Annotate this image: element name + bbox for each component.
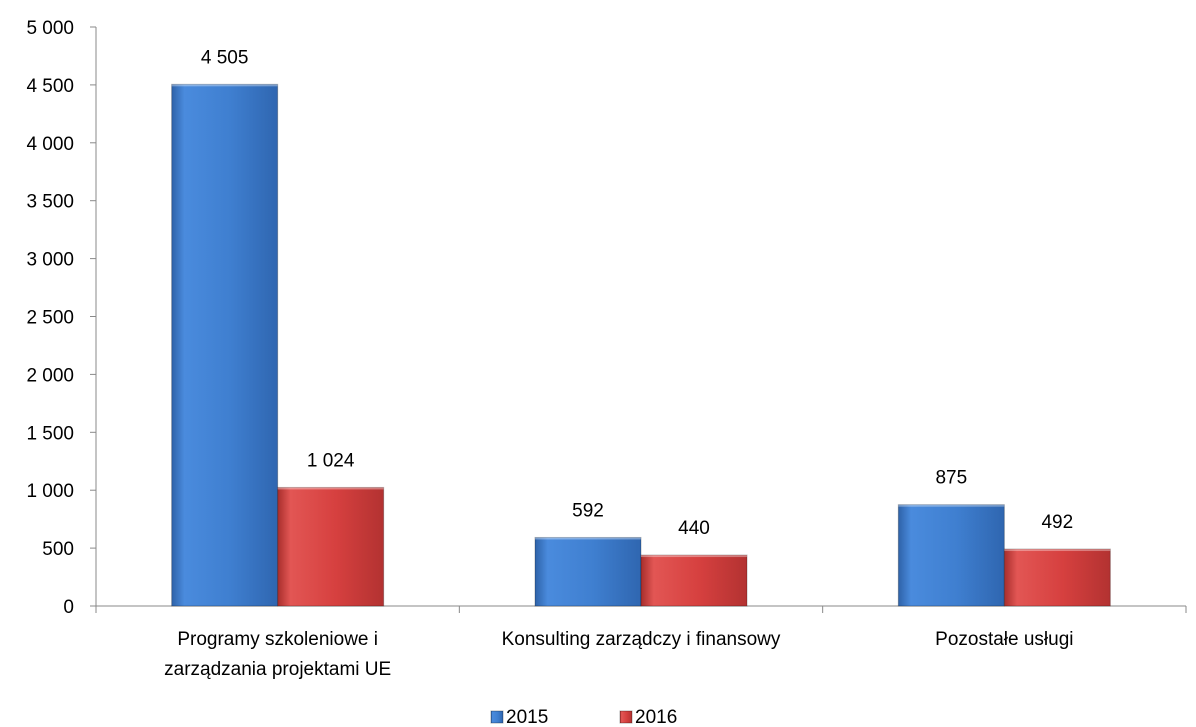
bar-2016-2 <box>1003 548 1111 607</box>
legend-label-2016: 2016 <box>635 707 677 727</box>
bar-highlight <box>171 84 278 87</box>
y-tick-label: 5 000 <box>26 18 74 39</box>
data-label: 1 024 <box>307 450 355 471</box>
x-category-label: Konsulting zarządczy i finansowy <box>502 629 781 650</box>
bar-2015-2 <box>897 504 1005 607</box>
bars <box>171 83 1111 607</box>
x-category-label: Programy szkoleniowe i <box>177 629 378 650</box>
y-tick-label: 1 000 <box>26 481 74 502</box>
x-category-label: zarządzania projektami UE <box>164 659 391 680</box>
legend-swatch-2016 <box>619 710 633 724</box>
y-tick-label: 4 500 <box>26 76 74 97</box>
legend-swatch-2015 <box>490 710 504 724</box>
legend-label-2015: 2015 <box>506 707 548 727</box>
y-tick-label: 1 500 <box>26 423 74 444</box>
y-tick-label: 0 <box>63 597 74 618</box>
bar-highlight <box>1004 549 1111 552</box>
legend: 2015 2016 <box>490 707 677 727</box>
y-tick-label: 2 500 <box>26 308 74 329</box>
x-category-label: Pozostałe usługi <box>935 629 1073 650</box>
bar-highlight <box>898 504 1005 507</box>
y-tick-label: 3 500 <box>26 192 74 213</box>
bar-highlight <box>277 487 384 490</box>
bar-2016-1 <box>640 554 748 607</box>
data-label: 875 <box>935 468 967 489</box>
data-label: 592 <box>572 500 604 521</box>
bar-2016-0 <box>277 486 385 607</box>
y-tick-label: 500 <box>42 539 74 560</box>
data-labels: 4 505 1 024 592 440 875 492 <box>201 47 1073 539</box>
data-label: 4 505 <box>201 47 249 68</box>
bar-highlight <box>641 555 747 558</box>
data-label: 492 <box>1041 512 1073 533</box>
bar-2015-1 <box>534 536 642 607</box>
axes: 0 500 1 000 1 500 2 000 2 500 3 000 3 500 4 000 4… <box>26 18 1187 680</box>
y-tick-label: 3 000 <box>26 250 74 271</box>
data-label: 440 <box>678 518 710 539</box>
bar-highlight <box>535 537 641 540</box>
y-tick-label: 4 000 <box>26 134 74 155</box>
bar-2015-0 <box>171 83 279 607</box>
y-tick-label: 2 000 <box>26 365 74 386</box>
